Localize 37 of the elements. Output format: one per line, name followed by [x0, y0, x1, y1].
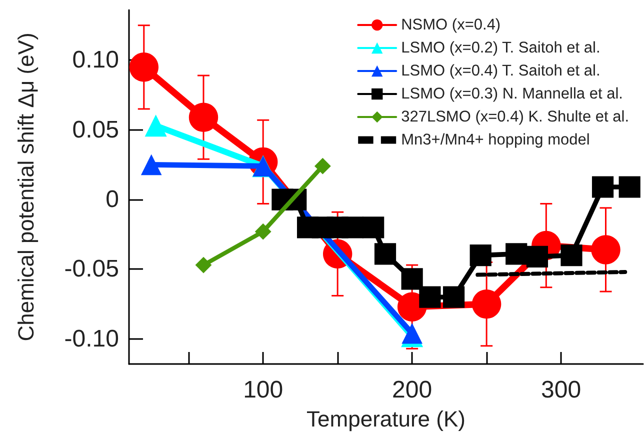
point — [254, 223, 272, 240]
point — [506, 243, 528, 265]
y-tick-label: 0.10 — [72, 46, 119, 74]
point — [560, 244, 582, 266]
point — [402, 322, 422, 344]
y-tick-label: -0.05 — [64, 256, 119, 283]
y-tick-label: 0.05 — [72, 116, 119, 144]
point — [592, 176, 614, 198]
point — [140, 154, 162, 176]
y-tick-label: -0.10 — [64, 325, 119, 352]
legend-label: LSMO (x=0.3) N. Mannella et al. — [401, 86, 623, 102]
point — [195, 256, 212, 274]
x-tick-label: 100 — [243, 376, 284, 404]
point — [442, 286, 465, 308]
point — [188, 102, 218, 132]
point — [314, 158, 331, 174]
point — [129, 52, 158, 82]
legend-label: 327LSMO (x=0.4) K. Shulte et al. — [401, 108, 630, 126]
point — [342, 216, 364, 238]
x-tick-label: 200 — [392, 376, 432, 404]
point — [374, 243, 396, 265]
legend-label: LSMO (x=0.4) T. Saitoh et al. — [401, 62, 600, 80]
x-axis-title: Temperature (K) — [306, 406, 466, 432]
y-tick-label: 0 — [106, 186, 119, 214]
x-tick-label: 300 — [541, 376, 582, 404]
legend-label: LSMO (x=0.2) T. Saitoh et al. — [401, 40, 600, 56]
point — [470, 244, 492, 266]
point — [401, 268, 423, 290]
point — [419, 286, 441, 308]
point — [472, 289, 502, 319]
legend-label: Mn3+/Mn4+ hopping model — [401, 132, 590, 148]
point — [362, 216, 384, 238]
point — [591, 235, 620, 264]
y-axis-title: Chemical potential shift Δμ (eV) — [14, 32, 38, 342]
point — [618, 176, 640, 198]
legend-label: NSMO (x=0.4) — [401, 16, 501, 34]
point — [144, 114, 167, 137]
